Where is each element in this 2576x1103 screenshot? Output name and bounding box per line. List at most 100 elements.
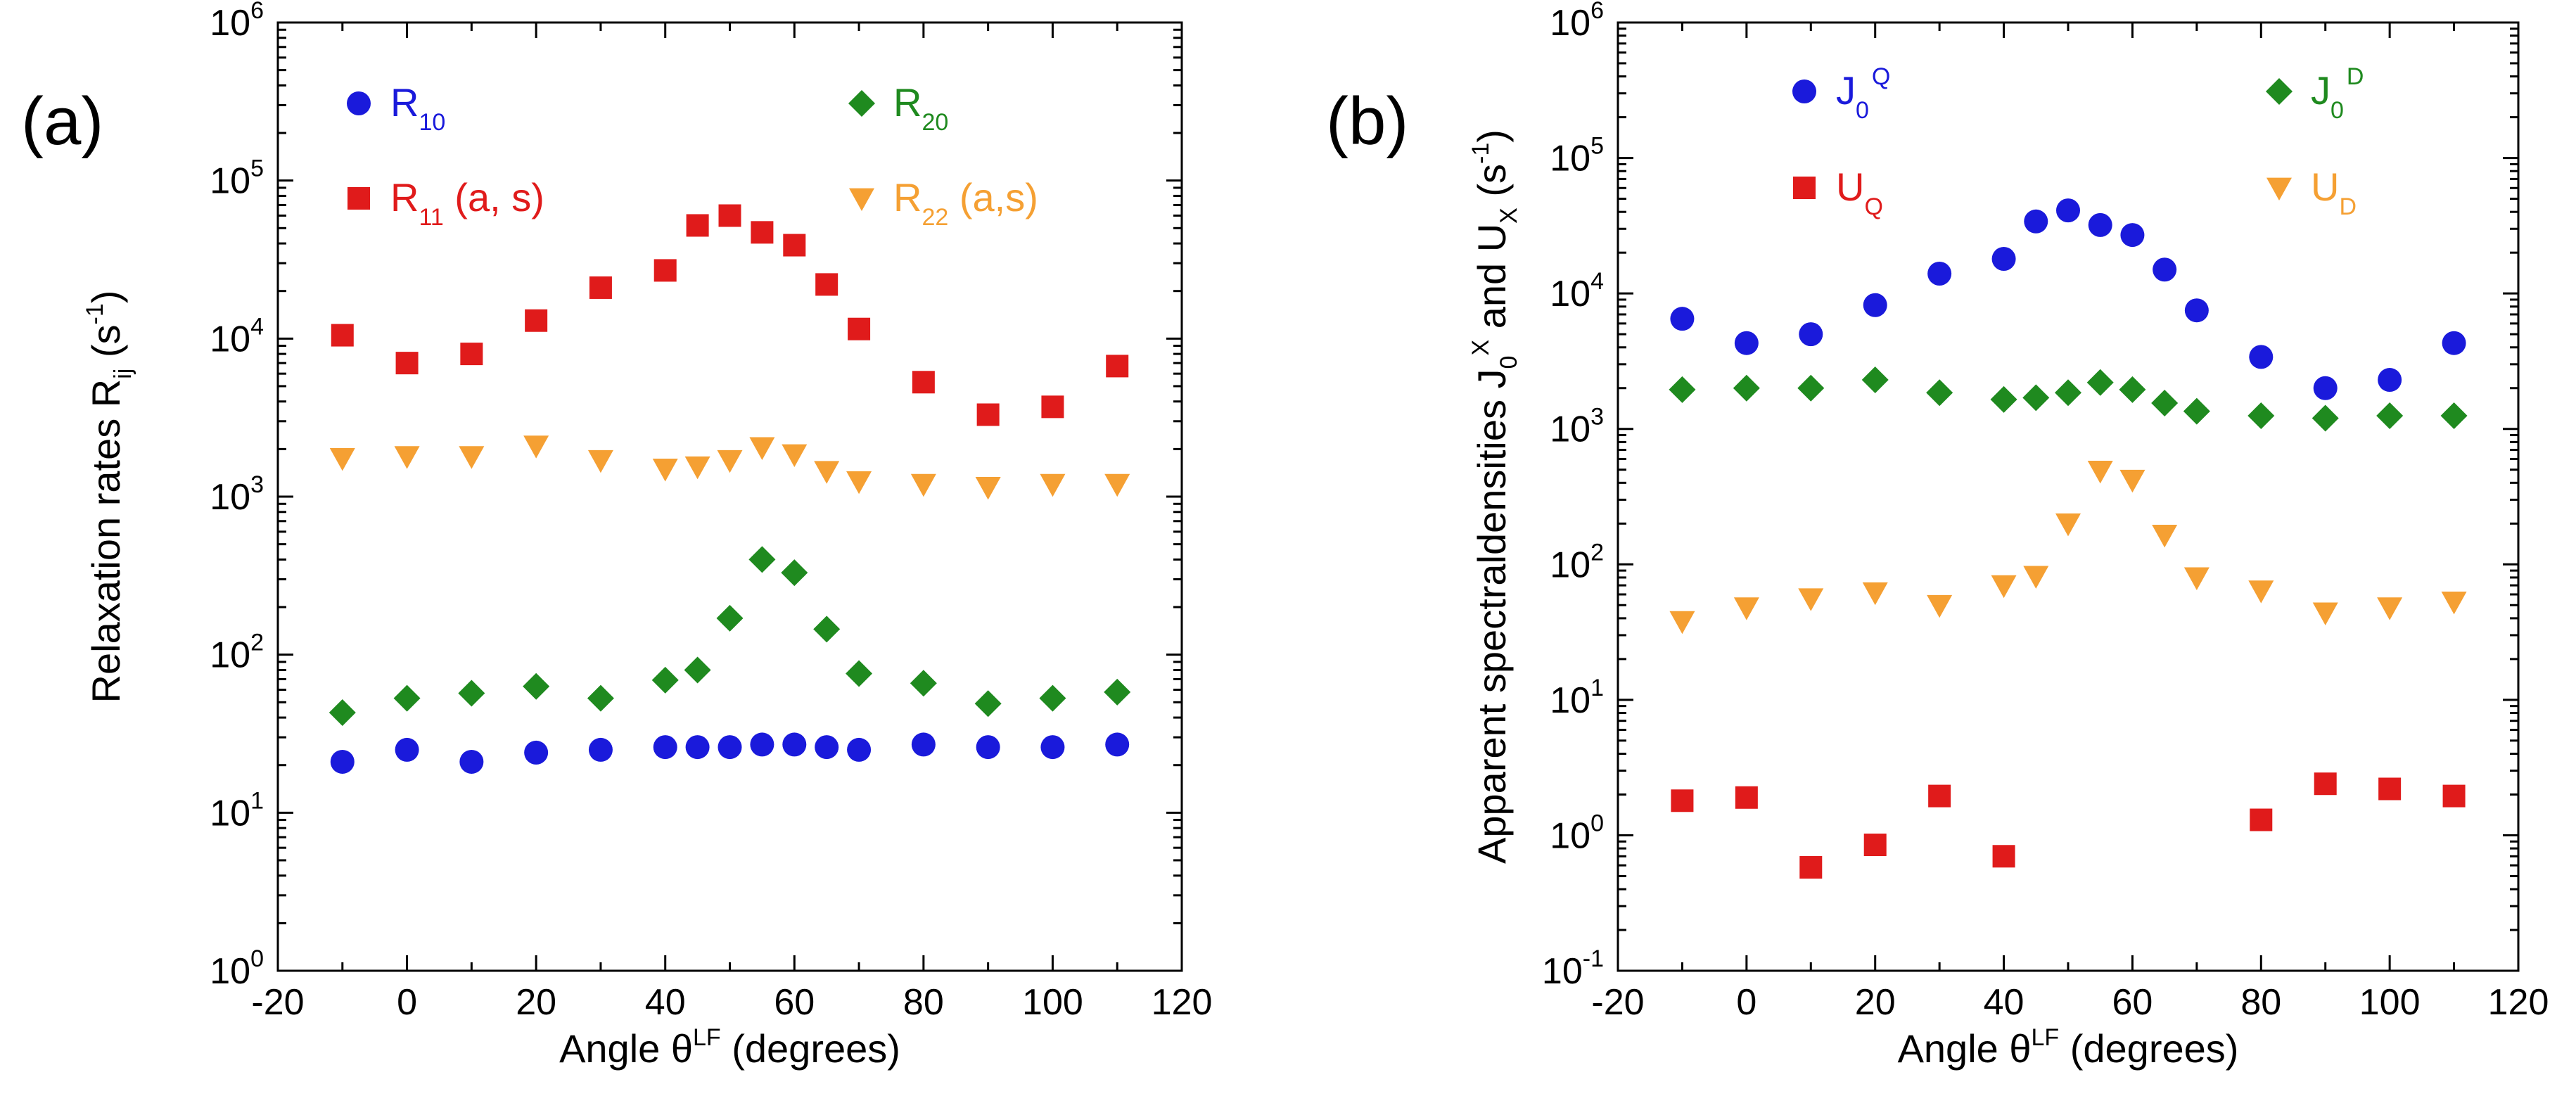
y-tick-label: 104 — [1550, 268, 1604, 314]
y-tick-exponent: 4 — [250, 313, 264, 340]
data-point — [329, 699, 356, 727]
x-title-tail: (degrees) — [2059, 1026, 2238, 1071]
y-title-sub: ij — [110, 369, 136, 379]
data-point — [2151, 390, 2179, 417]
data-point — [1735, 786, 1758, 809]
data-point — [718, 735, 742, 760]
legend-sub: 11 — [419, 204, 443, 231]
legend-sub: D — [2339, 193, 2357, 220]
data-point — [524, 740, 549, 765]
data-point — [976, 403, 1000, 426]
y-tick-exponent: 3 — [1590, 404, 1604, 431]
x-tick-label: 80 — [903, 982, 944, 1023]
legend-main: R — [390, 175, 419, 219]
data-point — [1670, 307, 1695, 331]
legend-marker — [1792, 79, 1816, 103]
x-axis-title: Angle θLF (degrees) — [559, 1024, 900, 1071]
data-point — [814, 461, 840, 484]
panel-b: (b)-20 0 20 40 60 80 100 12010-1100101102103104… — [1326, 0, 2549, 1071]
y-tick-base: 10 — [210, 3, 250, 44]
legend-marker — [2266, 78, 2293, 105]
y-title-main: Relaxation rates R — [84, 379, 128, 703]
data-point — [523, 672, 550, 700]
x-tick-label: 20 — [1855, 982, 1896, 1023]
data-point — [1992, 845, 2015, 868]
x-title-sup: LF — [2032, 1024, 2060, 1051]
data-point — [1039, 684, 1066, 712]
data-point — [1863, 293, 1887, 317]
x-title-main: Angle θ — [1898, 1026, 2032, 1071]
data-point — [1861, 366, 1889, 394]
legend-marker — [2266, 177, 2292, 200]
legend-marker — [848, 90, 875, 117]
legend-main: R — [390, 80, 419, 125]
y-tick-exponent: 1 — [250, 787, 264, 814]
data-point — [2247, 402, 2275, 430]
x-tick-label: 0 — [397, 982, 417, 1023]
data-point — [1106, 355, 1129, 378]
data-point — [1862, 582, 1888, 606]
data-point — [1799, 855, 1823, 879]
y-tick-label: 106 — [210, 0, 264, 44]
x-tick-label: 60 — [2112, 982, 2153, 1023]
data-point — [781, 559, 808, 587]
legend-sup: D — [2347, 63, 2364, 90]
data-point — [1926, 379, 1953, 407]
x-axis-title: Angle θLF (degrees) — [1898, 1024, 2239, 1071]
y-title-unit-exp: -1 — [1467, 143, 1494, 164]
data-point — [846, 660, 873, 687]
y-title-unit-exp: -1 — [82, 303, 108, 324]
y-tick-label: 100 — [210, 945, 264, 992]
data-point — [815, 735, 839, 760]
y-tick-exponent: 6 — [250, 0, 264, 24]
data-point — [587, 450, 613, 473]
data-point — [1734, 331, 1759, 355]
y-tick-base: 10 — [210, 319, 250, 359]
data-point — [651, 666, 679, 694]
y-tick-label: 106 — [1550, 0, 1604, 44]
x-title-tail: (degrees) — [721, 1026, 900, 1071]
data-point — [1733, 597, 1759, 620]
data-point — [718, 204, 741, 227]
y-tick-label: 102 — [210, 630, 264, 676]
legend-sub: 22 — [922, 204, 948, 231]
x-tick-label: 0 — [1736, 982, 1756, 1023]
y-tick-label: 105 — [210, 155, 264, 202]
y-title-end: ) — [84, 291, 128, 304]
data-point — [2441, 591, 2467, 615]
y-tick-base: 10 — [1550, 544, 1590, 585]
data-point — [2086, 369, 2114, 396]
data-point — [460, 343, 483, 366]
data-point — [331, 324, 354, 347]
data-point — [749, 437, 775, 460]
data-point — [2440, 402, 2468, 430]
legend-main: J — [1836, 68, 1856, 113]
data-point — [1928, 784, 1951, 808]
y-tick-base: 10 — [210, 477, 250, 518]
data-point — [394, 446, 420, 469]
panel-a: (a)-20 0 20 40 60 80 100 1201001011021031041051… — [21, 0, 1212, 1071]
x-tick-label: 100 — [2359, 982, 2421, 1023]
y-tick-exponent: 3 — [250, 471, 264, 498]
legend-sub: 20 — [922, 109, 948, 136]
data-point — [2312, 602, 2338, 625]
y-tick-label: 10-1 — [1542, 945, 1604, 992]
data-point — [2313, 376, 2338, 400]
legend-main: J — [2311, 68, 2330, 113]
data-point — [2183, 397, 2210, 425]
data-point — [525, 309, 548, 332]
data-point — [1990, 385, 2017, 413]
data-point — [1669, 611, 1695, 635]
legend-sub: 0 — [2330, 97, 2344, 124]
data-point — [716, 604, 744, 632]
data-point — [2378, 777, 2402, 801]
y-tick-base: 10 — [210, 951, 250, 992]
y-tick-exponent: 4 — [1590, 268, 1604, 295]
y-tick-label: 102 — [1550, 539, 1604, 585]
legend-main: R — [893, 80, 922, 125]
legend-label: R20 — [893, 80, 948, 136]
data-point — [2152, 525, 2178, 548]
data-point — [395, 737, 419, 762]
data-point — [847, 737, 872, 762]
